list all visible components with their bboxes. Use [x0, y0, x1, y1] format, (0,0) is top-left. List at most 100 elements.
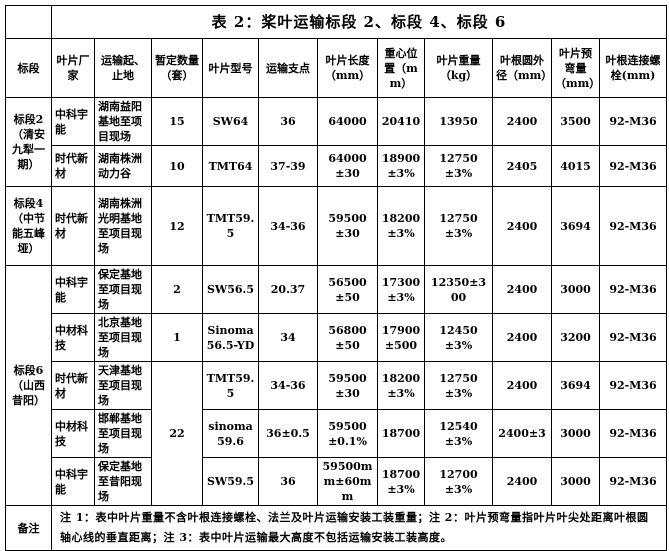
cell-weight: 13950 — [424, 97, 493, 146]
cell-length: 64000±30 — [317, 145, 378, 187]
cell-length: 56500±50 — [317, 265, 378, 314]
header-route: 运输起、止地 — [94, 38, 152, 98]
cell-manufacturer: 中科宇能 — [51, 265, 95, 314]
cell-section: 标段6（山西昔阳） — [5, 265, 52, 506]
title-row: 表 2：桨叶运输标段 2、标段 4、标段 6 — [5, 5, 667, 39]
cell-center-of-gravity: 18700 — [377, 409, 425, 458]
cell-weight: 12540±3% — [424, 409, 493, 458]
header-length: 叶片长度（mm） — [317, 38, 378, 98]
cell-root-bolt: 92-M36 — [599, 313, 667, 362]
cell-quantity: 1 — [151, 313, 203, 362]
cell-support-point: 36±0.5 — [258, 409, 318, 458]
cell-manufacturer: 时代新材 — [51, 361, 95, 410]
cell-root-bolt: 92-M36 — [599, 409, 667, 458]
header-root-diameter: 叶根圆外径（mm） — [492, 38, 552, 98]
cell-root-diameter: 2400 — [492, 361, 552, 410]
cell-length: 59500±30 — [317, 186, 378, 266]
cell-center-of-gravity: 17300±3% — [377, 265, 425, 314]
cell-root-bolt: 92-M36 — [599, 97, 667, 146]
cell-quantity: 22 — [151, 361, 203, 506]
cell-model: SW64 — [202, 97, 259, 146]
cell-root-bolt: 92-M36 — [599, 265, 667, 314]
cell-weight: 12350±300 — [424, 265, 493, 314]
note-row: 备注注 1：表中叶片重量不含叶根连接螺栓、法兰及叶片运输安装工装重量；注 2：叶… — [5, 505, 667, 551]
cell-length: 64000 — [317, 97, 378, 146]
cell-root-diameter: 2400 — [492, 186, 552, 266]
cell-route: 保定基地至昔阳现场 — [94, 457, 152, 506]
header-quantity: 暂定数量（套） — [151, 38, 203, 98]
header-section: 标段 — [5, 38, 52, 98]
cell-support-point: 36 — [258, 97, 318, 146]
table-row: 标段4（中节能五峰垭） 时代新材 湖南株洲光明基地至项目现场 12 TMT59.5 34-… — [5, 186, 667, 266]
cell-prebend: 3000 — [551, 409, 600, 458]
cell-prebend: 3200 — [551, 313, 600, 362]
header-center-of-gravity: 重心位置（mm） — [377, 38, 425, 98]
blade-transport-table: 表 2：桨叶运输标段 2、标段 4、标段 6 标段 叶片厂家 运输起、止地 暂定数量（… — [5, 5, 667, 551]
cell-manufacturer: 中科宇能 — [51, 457, 95, 506]
cell-quantity: 10 — [151, 145, 203, 187]
cell-center-of-gravity: 18700±3% — [377, 457, 425, 506]
cell-model: TMT59.5 — [202, 361, 259, 410]
cell-quantity: 15 — [151, 97, 203, 146]
cell-manufacturer: 中材科技 — [51, 313, 95, 362]
cell-root-bolt: 92-M36 — [599, 186, 667, 266]
cell-root-bolt: 92-M36 — [599, 145, 667, 187]
cell-prebend: 3500 — [551, 97, 600, 146]
cell-weight: 12750±3% — [424, 145, 493, 187]
cell-quantity: 12 — [151, 186, 203, 266]
title-corner-cell — [5, 5, 52, 39]
table-title: 表 2：桨叶运输标段 2、标段 4、标段 6 — [51, 5, 667, 39]
cell-support-point: 20.37 — [258, 265, 318, 314]
cell-model: TMT59.5 — [202, 186, 259, 266]
cell-model: sinoma59.6 — [202, 409, 259, 458]
cell-root-diameter: 2400 — [492, 457, 552, 506]
header-row: 标段 叶片厂家 运输起、止地 暂定数量（套） 叶片型号 运输支点 叶片长度（mm） 重心位置（… — [5, 38, 667, 98]
note-text: 注 1：表中叶片重量不含叶根连接螺栓、法兰及叶片运输安装工装重量；注 2：叶片预… — [51, 505, 667, 551]
cell-manufacturer: 时代新材 — [51, 186, 95, 266]
table-row: 中材科技 北京基地至项目现场 1 Sinoma56.5-YD 34 56800±50 179… — [6, 313, 667, 362]
cell-center-of-gravity: 18200±3% — [377, 361, 425, 410]
cell-length: 59500±30 — [317, 361, 378, 410]
cell-root-diameter: 2400 — [492, 97, 552, 146]
cell-quantity: 2 — [151, 265, 203, 314]
table-row: 中科宇能 保定基地至昔阳现场 SW59.5 36 59500mm±60mm 18700±3… — [6, 457, 667, 506]
cell-root-bolt: 92-M36 — [599, 457, 667, 506]
cell-route: 湖南益阳基地至项目现场 — [94, 97, 152, 146]
cell-model: SW59.5 — [202, 457, 259, 506]
table-row: 标段6（山西昔阳） 中科宇能 保定基地至项目现场 2 SW56.5 20.37 56500±… — [5, 265, 667, 506]
cell-prebend: 3000 — [551, 265, 600, 314]
cell-support-point: 34 — [258, 313, 318, 362]
cell-route: 湖南株洲动力谷 — [94, 145, 152, 187]
cell-prebend: 3694 — [551, 186, 600, 266]
cell-route: 邯郸基地至项目现场 — [94, 409, 152, 458]
cell-length: 56800±50 — [317, 313, 378, 362]
table-row: 标段2（清安九犁一期） 中科宇能 湖南益阳基地至项目现场 15 SW64 36 64000 2… — [5, 97, 667, 187]
cell-center-of-gravity: 18200±3% — [377, 186, 425, 266]
cell-root-diameter: 2400±3 — [492, 409, 552, 458]
cell-model: TMT64 — [202, 145, 259, 187]
cell-root-bolt: 92-M36 — [599, 361, 667, 410]
cell-route: 湖南株洲光明基地至项目现场 — [94, 186, 152, 266]
cell-prebend: 4015 — [551, 145, 600, 187]
cell-prebend: 3694 — [551, 361, 600, 410]
cell-root-diameter: 2405 — [492, 145, 552, 187]
header-support-point: 运输支点 — [258, 38, 318, 98]
cell-route: 天津基地至项目现场 — [94, 361, 152, 410]
cell-weight: 12450±3% — [424, 313, 493, 362]
header-model: 叶片型号 — [202, 38, 259, 98]
header-prebend: 叶片预弯量（mm） — [551, 38, 600, 98]
cell-center-of-gravity: 17900±500 — [377, 313, 425, 362]
cell-section: 标段2（清安九犁一期） — [5, 97, 52, 187]
table-row: 时代新材 湖南株洲动力谷 10 TMT64 37-39 64000±30 18900±3% 1… — [6, 145, 667, 187]
cell-manufacturer: 中材科技 — [51, 409, 95, 458]
cell-length: 59500mm±60mm — [317, 457, 378, 506]
cell-model: Sinoma56.5-YD — [202, 313, 259, 362]
header-manufacturer: 叶片厂家 — [51, 38, 95, 98]
cell-support-point: 37-39 — [258, 145, 318, 187]
cell-route: 北京基地至项目现场 — [94, 313, 152, 362]
cell-support-point: 36 — [258, 457, 318, 506]
cell-center-of-gravity: 20410 — [377, 97, 425, 146]
header-root-bolt: 叶根连接螺栓(mm) — [599, 38, 667, 98]
table-row: 中材科技 邯郸基地至项目现场 sinoma59.6 36±0.5 59500±0.1% 1… — [6, 409, 667, 458]
cell-weight: 12700±3% — [424, 457, 493, 506]
